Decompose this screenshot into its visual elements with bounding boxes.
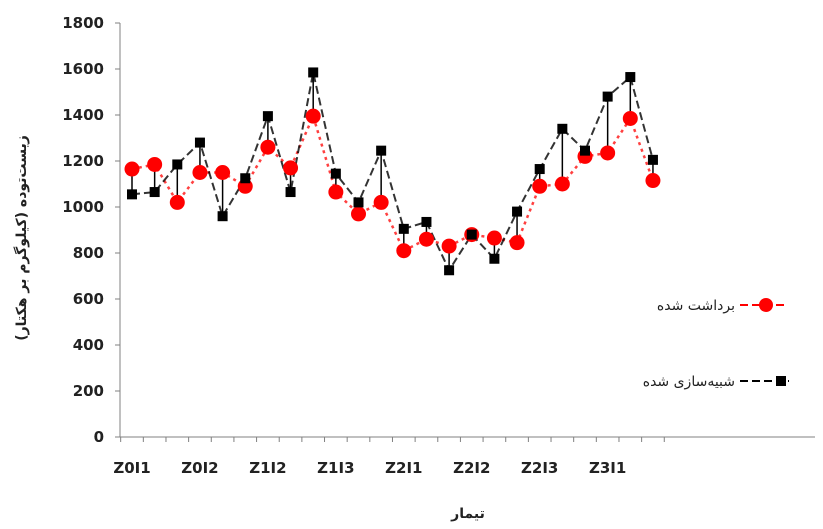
data-point-simulated <box>285 187 296 198</box>
series-line-simulated <box>131 72 654 273</box>
y-axis-title: زیست‌توده (کیلوگرم بر هکتار) <box>13 135 30 341</box>
data-point-simulated <box>512 206 523 217</box>
data-point-harvested <box>215 165 231 180</box>
data-point-simulated <box>625 72 636 83</box>
data-point-harvested <box>147 156 163 172</box>
difference-lines <box>131 72 654 271</box>
legend-marker-harvested <box>759 298 773 312</box>
legend-item-simulated: شبیه‌سازی شده <box>643 374 789 390</box>
data-point-harvested <box>600 145 616 161</box>
data-point-harvested <box>509 235 525 251</box>
y-tick-label: 800 <box>73 244 104 262</box>
x-tick-label: Z1I2 <box>249 459 286 477</box>
x-tick-label: Z2I1 <box>385 459 422 477</box>
data-point-simulated <box>172 159 183 170</box>
data-point-simulated <box>217 211 228 222</box>
legend-marker-simulated <box>776 376 786 386</box>
data-point-simulated <box>262 111 273 122</box>
data-point-simulated <box>149 187 160 198</box>
x-tick-label: Z2I3 <box>521 459 558 477</box>
data-point-simulated <box>421 216 432 227</box>
data-point-simulated <box>580 145 590 156</box>
data-point-harvested <box>305 108 321 124</box>
data-point-simulated <box>376 145 387 156</box>
y-tick-label: 1200 <box>62 152 104 170</box>
data-point-harvested <box>486 230 502 246</box>
x-tick-label: Z2I2 <box>453 459 490 477</box>
x-axis: Z0I1 Z0I2 Z1I2 Z1I3 Z2I1 Z2I2 Z2I3 Z3I1 <box>113 436 815 477</box>
data-point-harvested <box>351 206 366 222</box>
data-point-harvested <box>396 243 412 259</box>
data-point-simulated <box>353 197 364 208</box>
series-line-harvested <box>131 112 655 253</box>
data-point-simulated <box>534 164 545 175</box>
x-tick-label: Z0I2 <box>181 459 218 477</box>
data-point-simulated <box>489 253 500 264</box>
data-point-harvested <box>169 194 185 210</box>
data-point-simulated <box>398 223 409 234</box>
x-tick-label: Z0I1 <box>113 459 150 477</box>
data-point-simulated <box>557 123 568 134</box>
data-point-simulated <box>444 265 455 276</box>
y-tick-label: 0 <box>94 428 104 446</box>
data-point-harvested <box>441 238 457 254</box>
x-tick-label: Z3I1 <box>589 459 626 477</box>
y-tick-label: 200 <box>73 382 104 400</box>
series-layer <box>124 67 661 276</box>
legend-item-harvested: برداشت شده <box>657 298 785 314</box>
data-point-harvested <box>328 184 344 200</box>
y-tick-label: 1600 <box>62 60 104 78</box>
data-point-harvested <box>283 160 299 176</box>
data-point-simulated <box>127 189 137 200</box>
data-point-simulated <box>602 91 613 102</box>
data-point-simulated <box>308 67 319 78</box>
data-point-harvested <box>532 178 548 194</box>
data-point-harvested <box>260 139 276 155</box>
y-tick-label: 1000 <box>62 198 104 216</box>
y-tick-label: 400 <box>73 336 104 354</box>
data-point-harvested <box>622 110 638 126</box>
data-point-simulated <box>647 154 658 165</box>
y-tick-label: 1400 <box>62 106 104 124</box>
data-point-simulated <box>194 137 205 148</box>
data-point-simulated <box>466 229 477 240</box>
data-point-simulated <box>240 173 251 184</box>
x-tick-label: Z1I3 <box>317 459 354 477</box>
data-point-simulated <box>330 168 341 179</box>
legend-label-simulated: شبیه‌سازی شده <box>643 374 735 390</box>
data-point-harvested <box>418 231 434 247</box>
legend-label-harvested: برداشت شده <box>657 298 735 314</box>
legend: برداشت شده شبیه‌سازی شده <box>643 298 789 390</box>
data-point-harvested <box>554 176 570 192</box>
x-axis-title: تیمار <box>450 506 485 522</box>
y-tick-label: 600 <box>73 290 104 308</box>
y-tick-label: 1800 <box>62 14 104 32</box>
data-point-harvested <box>124 161 140 177</box>
y-axis: 0 200 400 600 800 1000 1200 1400 1600 1800 <box>62 14 121 446</box>
data-point-harvested <box>373 194 389 210</box>
data-point-harvested <box>192 165 208 180</box>
data-point-harvested <box>645 173 661 189</box>
